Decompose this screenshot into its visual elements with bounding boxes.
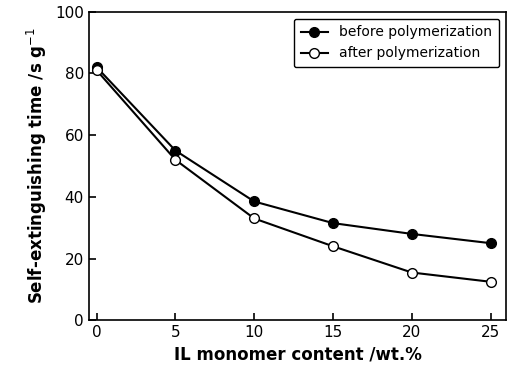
X-axis label: IL monomer content /wt.%: IL monomer content /wt.% — [174, 346, 421, 364]
after polymerization — [409, 270, 415, 275]
after polymerization — [172, 157, 179, 162]
before polymerization — [409, 232, 415, 236]
Line: before polymerization: before polymerization — [92, 62, 495, 248]
before polymerization — [330, 221, 336, 225]
after polymerization — [251, 216, 257, 221]
after polymerization — [330, 244, 336, 249]
after polymerization — [488, 279, 494, 284]
Line: after polymerization: after polymerization — [92, 65, 495, 287]
Legend: before polymerization, after polymerization: before polymerization, after polymerizat… — [293, 19, 500, 68]
Y-axis label: Self-extinguishing time /s g$^{-1}$: Self-extinguishing time /s g$^{-1}$ — [26, 27, 50, 305]
before polymerization — [251, 199, 257, 204]
before polymerization — [172, 148, 179, 153]
after polymerization — [93, 68, 100, 73]
before polymerization — [93, 65, 100, 69]
before polymerization — [488, 241, 494, 245]
